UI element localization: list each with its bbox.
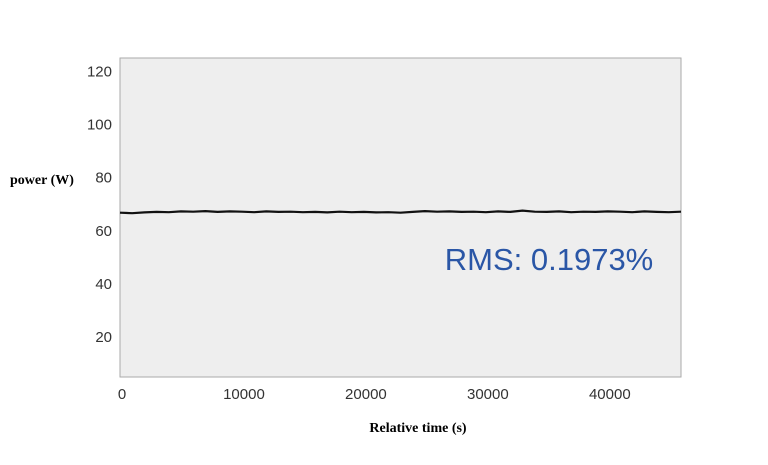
- x-axis-ticks: 0 10000 20000 30000 40000: [118, 386, 631, 403]
- y-axis-ticks: 20 40 60 80 100 120: [87, 63, 112, 346]
- plot-area: [119, 57, 682, 378]
- x-axis-label: Relative time (s): [369, 421, 467, 436]
- x-tick-label: 0: [118, 386, 126, 403]
- x-tick-label: 20000: [345, 386, 387, 403]
- y-tick-label: 20: [95, 329, 112, 346]
- x-tick-label: 40000: [589, 386, 631, 403]
- rms-annotation: RMS: 0.1973%: [445, 242, 654, 277]
- y-tick-label: 100: [87, 116, 112, 133]
- x-tick-label: 10000: [223, 386, 265, 403]
- y-tick-label: 60: [95, 223, 112, 240]
- y-tick-label: 80: [95, 170, 112, 187]
- x-tick-label: 30000: [467, 386, 509, 403]
- y-axis-label: power (W): [10, 173, 74, 188]
- y-tick-label: 40: [95, 276, 112, 293]
- power-series-line: [119, 209, 682, 215]
- y-tick-label: 120: [87, 63, 112, 80]
